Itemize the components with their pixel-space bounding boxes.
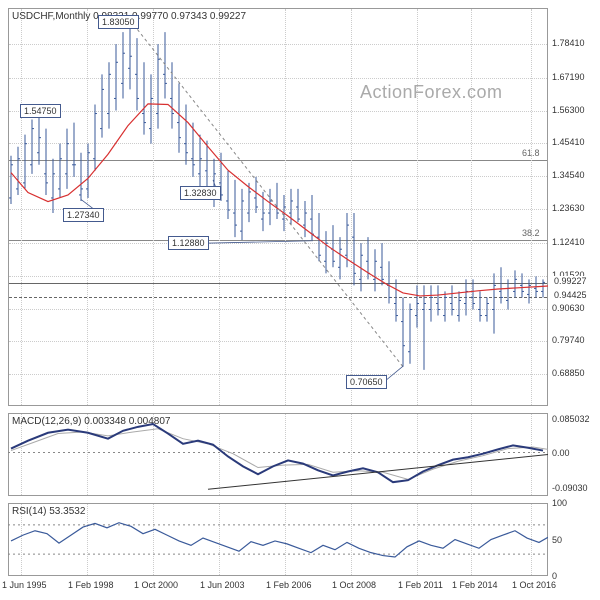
y-tick-label: 1.12410 — [552, 237, 585, 247]
fib-label: 38.2 — [522, 228, 540, 238]
x-tick-label: 1 Feb 1998 — [68, 580, 114, 590]
rsi-y-label: 100 — [552, 498, 567, 508]
current-price-label: 0.94425 — [552, 290, 589, 300]
macd-y-label: -0.09030 — [552, 483, 588, 493]
current-price-label: 0.99227 — [552, 276, 589, 286]
x-tick-label: 1 Oct 2016 — [512, 580, 556, 590]
fib-label: 61.8 — [522, 148, 540, 158]
y-tick-label: 1.56300 — [552, 105, 585, 115]
rsi-y-label: 50 — [552, 535, 562, 545]
x-tick-label: 1 Jun 2003 — [200, 580, 245, 590]
x-tick-label: 1 Oct 2008 — [332, 580, 376, 590]
x-tick-label: 1 Feb 2011 — [398, 580, 443, 590]
y-tick-label: 0.90630 — [552, 303, 585, 313]
price-annotation: 1.12880 — [168, 236, 209, 250]
x-tick-label: 1 Feb 2006 — [266, 580, 312, 590]
macd-y-label: 0.085032 — [552, 414, 590, 424]
x-tick-label: 1 Feb 2014 — [452, 580, 498, 590]
price-annotation: 0.70650 — [346, 375, 387, 389]
price-annotation: 1.32830 — [180, 186, 221, 200]
macd-y-label: 0.00 — [552, 448, 570, 458]
y-tick-label: 1.67190 — [552, 72, 585, 82]
x-tick-label: 1 Oct 2000 — [134, 580, 178, 590]
price-annotation: 1.54750 — [20, 104, 61, 118]
y-tick-label: 1.23630 — [552, 203, 585, 213]
y-tick-label: 1.78410 — [552, 38, 585, 48]
y-tick-label: 0.68850 — [552, 368, 585, 378]
price-annotation: 1.27340 — [63, 208, 104, 222]
y-tick-label: 0.79740 — [552, 335, 585, 345]
y-tick-label: 1.34540 — [552, 170, 585, 180]
x-tick-label: 1 Jun 1995 — [2, 580, 47, 590]
y-tick-label: 1.45410 — [552, 137, 585, 147]
price-annotation: 1.83050 — [98, 15, 139, 29]
